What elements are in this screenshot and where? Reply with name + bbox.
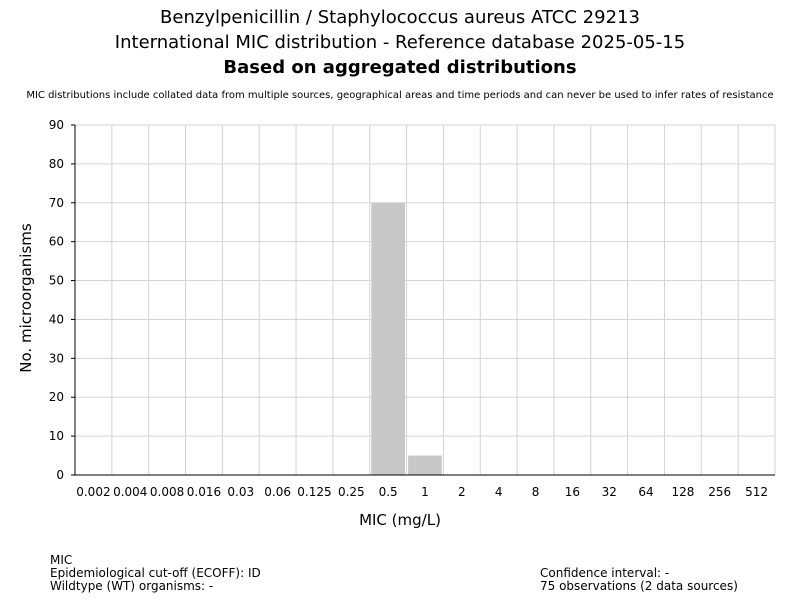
x-tick-label: 8 [532, 485, 540, 499]
chart-title-line-3: Based on aggregated distributions [223, 57, 577, 78]
x-tick-label: 0.25 [338, 485, 365, 499]
x-tick-label: 0.004 [113, 485, 147, 499]
x-tick-label: 0.016 [187, 485, 221, 499]
x-tick-label: 0.5 [379, 485, 398, 499]
footer-left: MIC Epidemiological cut-off (ECOFF): ID … [50, 554, 261, 593]
x-tick-label: 32 [602, 485, 617, 499]
x-tick-label: 512 [745, 485, 768, 499]
x-tick-label: 128 [671, 485, 694, 499]
y-tick-label: 70 [49, 196, 64, 210]
x-tick-label: 0.002 [76, 485, 110, 499]
footer-right: Confidence interval: - 75 observations (… [540, 567, 738, 593]
grid-lines [75, 124, 776, 475]
footer-wildtype: Wildtype (WT) organisms: - [50, 579, 214, 593]
footer-confidence-interval: Confidence interval: - [540, 566, 670, 580]
x-tick-label: 4 [495, 485, 503, 499]
chart-subtitle: MIC distributions include collated data … [26, 90, 774, 101]
x-axis-label: MIC (mg/L) [359, 511, 441, 529]
x-tick-labels: 0.002 0.004 0.008 0.016 0.03 0.06 0.125 0.25 0.5… [76, 485, 768, 499]
y-tick-label: 40 [49, 312, 64, 326]
x-tick-label: 256 [708, 485, 731, 499]
chart-title-line-1: Benzylpenicillin / Staphylococcus aureus… [160, 7, 640, 28]
axes [71, 124, 775, 476]
x-tick-label: 0.06 [264, 485, 291, 499]
x-tick-label: 2 [458, 485, 466, 499]
footer-mic-label: MIC [50, 553, 73, 567]
footer-observations: 75 observations (2 data sources) [540, 579, 738, 593]
y-tick-label: 0 [56, 468, 64, 482]
x-tick-label: 1 [421, 485, 429, 499]
y-axis-label: No. microorganisms [17, 223, 35, 373]
y-tick-label: 50 [49, 274, 64, 288]
y-tick-label: 80 [49, 157, 64, 171]
chart-title-line-2: International MIC distribution - Referen… [114, 32, 686, 53]
y-tick-label: 20 [49, 390, 64, 404]
y-tick-label: 10 [49, 429, 64, 443]
footer-ecoff: Epidemiological cut-off (ECOFF): ID [50, 566, 261, 580]
y-tick-labels: 0 10 20 30 40 50 60 70 80 90 [49, 118, 64, 482]
y-tick-label: 30 [49, 351, 64, 365]
x-tick-label: 0.125 [297, 485, 331, 499]
x-tick-label: 0.008 [150, 485, 184, 499]
x-tick-label: 0.03 [227, 485, 254, 499]
y-tick-label: 60 [49, 235, 64, 249]
y-tick-label: 90 [49, 118, 64, 132]
bar-1 [408, 455, 442, 475]
x-tick-label: 64 [638, 485, 653, 499]
bar-0_5 [371, 202, 406, 475]
bars [371, 202, 442, 475]
x-tick-label: 16 [565, 485, 580, 499]
